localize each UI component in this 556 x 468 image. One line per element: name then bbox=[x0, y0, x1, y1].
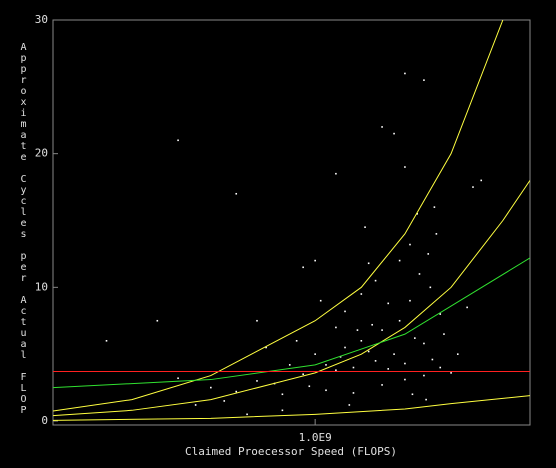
data-point bbox=[367, 350, 370, 353]
data-point bbox=[427, 253, 430, 255]
data-point bbox=[314, 353, 316, 355]
y-axis-label: Approximate Cycles per Actual FLOP bbox=[18, 42, 29, 416]
data-point bbox=[404, 362, 406, 365]
data-point bbox=[381, 329, 383, 331]
data-point bbox=[281, 409, 284, 412]
data-point bbox=[418, 273, 421, 275]
data-point bbox=[374, 360, 377, 362]
y-tick-label: 0 bbox=[41, 414, 48, 427]
data-point bbox=[235, 192, 238, 195]
data-point bbox=[302, 373, 304, 376]
data-point bbox=[156, 319, 159, 322]
data-point bbox=[265, 346, 267, 349]
data-point bbox=[360, 293, 363, 295]
data-point bbox=[374, 279, 377, 282]
data-point bbox=[404, 378, 406, 381]
data-point bbox=[339, 356, 342, 358]
data-point bbox=[431, 358, 434, 361]
data-point bbox=[450, 372, 452, 374]
data-point bbox=[433, 206, 436, 208]
data-point bbox=[344, 346, 346, 349]
data-point bbox=[210, 386, 212, 389]
data-point bbox=[319, 299, 322, 302]
data-point bbox=[335, 326, 337, 329]
data-point bbox=[295, 340, 298, 342]
data-point bbox=[423, 79, 425, 81]
data-point bbox=[314, 259, 316, 262]
data-point bbox=[429, 286, 432, 289]
curve bbox=[53, 395, 530, 421]
data-point bbox=[416, 213, 418, 215]
data-point bbox=[398, 319, 401, 322]
data-point bbox=[409, 243, 411, 246]
data-point bbox=[480, 179, 483, 182]
data-point bbox=[387, 368, 390, 370]
data-point bbox=[308, 385, 311, 388]
data-point bbox=[425, 398, 427, 401]
y-tick-label: 20 bbox=[35, 147, 48, 160]
data-point bbox=[367, 262, 370, 265]
x-tick-label: 1.0E9 bbox=[299, 431, 332, 444]
y-tick-label: 10 bbox=[35, 280, 48, 293]
data-point bbox=[423, 342, 425, 345]
data-point bbox=[325, 364, 327, 366]
data-point bbox=[472, 186, 474, 188]
data-point bbox=[439, 366, 442, 369]
data-point bbox=[335, 369, 337, 372]
data-point bbox=[371, 323, 373, 326]
data-point bbox=[404, 166, 406, 168]
data-point bbox=[348, 404, 351, 406]
data-point bbox=[352, 392, 355, 394]
data-point bbox=[344, 310, 346, 313]
data-point bbox=[364, 226, 366, 228]
data-point bbox=[456, 353, 459, 355]
data-point bbox=[411, 393, 414, 396]
data-point bbox=[177, 377, 179, 380]
data-point bbox=[360, 340, 363, 342]
data-point bbox=[409, 299, 411, 302]
curve bbox=[53, 257, 530, 389]
data-point bbox=[302, 266, 304, 269]
data-point bbox=[398, 259, 401, 262]
data-point bbox=[177, 139, 179, 142]
data-point bbox=[223, 400, 226, 402]
data-point bbox=[387, 302, 390, 305]
data-point bbox=[356, 329, 359, 331]
data-point bbox=[335, 172, 337, 175]
data-point bbox=[105, 340, 108, 342]
data-point bbox=[235, 390, 238, 393]
data-point bbox=[404, 72, 406, 75]
data-point bbox=[246, 413, 248, 416]
data-point bbox=[325, 389, 327, 392]
curve bbox=[53, 180, 530, 417]
data-point bbox=[443, 333, 445, 335]
data-point bbox=[256, 319, 258, 322]
data-point bbox=[393, 132, 395, 135]
data-point bbox=[256, 380, 258, 382]
x-axis-label: Claimed Proecessor Speed (FLOPS) bbox=[185, 445, 397, 458]
data-point bbox=[281, 393, 284, 396]
data-point bbox=[393, 353, 395, 355]
data-point bbox=[423, 374, 425, 377]
data-point bbox=[439, 313, 442, 315]
data-point bbox=[194, 404, 197, 406]
data-point bbox=[288, 364, 291, 366]
y-tick-label: 30 bbox=[35, 13, 48, 26]
data-point bbox=[466, 306, 468, 309]
data-point bbox=[381, 126, 383, 128]
data-point bbox=[414, 337, 416, 339]
plot-frame bbox=[52, 19, 531, 426]
data-point bbox=[435, 233, 438, 235]
curve bbox=[53, 20, 504, 412]
data-point bbox=[352, 366, 355, 369]
data-point bbox=[381, 384, 383, 386]
